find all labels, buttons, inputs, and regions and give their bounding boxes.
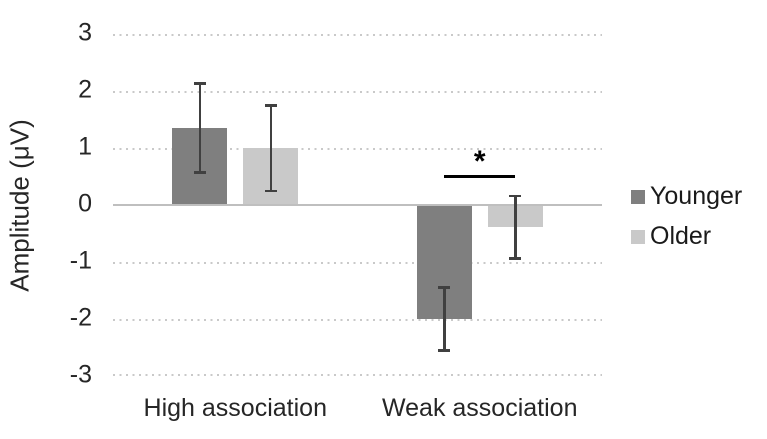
y-tick-label-0: 0	[78, 189, 92, 218]
significance-star: *	[473, 144, 486, 178]
error-bar-cap-bottom-older-weak-association	[509, 257, 522, 260]
x-category-label-high-association: High association	[143, 394, 327, 422]
error-bar-younger-weak-association	[443, 287, 446, 351]
error-bar-cap-top-older-weak-association	[509, 194, 522, 198]
plot-area: *	[113, 34, 602, 376]
x-axis-zero-line	[113, 204, 602, 206]
gridline-y1	[113, 148, 602, 150]
legend-label-older: Older	[650, 222, 712, 250]
error-bar-cap-top-older-high-association	[264, 104, 277, 107]
y-tick-label--3: -3	[69, 360, 92, 389]
y-tick-label-2: 2	[78, 75, 92, 104]
x-category-label-weak-association: Weak association	[382, 394, 578, 422]
error-bar-cap-bottom-older-high-association	[264, 189, 277, 192]
error-bar-cap-top-younger-weak-association	[438, 286, 451, 289]
y-tick-label-3: 3	[78, 18, 92, 47]
y-tick-label--1: -1	[69, 246, 92, 275]
error-bar-older-high-association	[269, 105, 272, 191]
error-bar-younger-high-association	[198, 83, 201, 173]
legend-item-older: Older	[631, 222, 711, 251]
gridline-y-2	[113, 319, 602, 321]
y-tick-label-1: 1	[78, 132, 92, 161]
significance-line	[444, 174, 516, 178]
y-tick-label--2: -2	[69, 303, 92, 332]
error-bar-cap-top-younger-high-association	[193, 82, 206, 85]
error-bar-cap-bottom-younger-weak-association	[438, 349, 451, 352]
legend-label-younger: Younger	[650, 182, 743, 210]
legend-item-younger: Younger	[631, 182, 742, 211]
gridline-y2	[113, 91, 602, 93]
legend-swatch-older	[631, 229, 645, 244]
error-bar-older-weak-association	[514, 195, 517, 259]
gridline-y-1	[113, 262, 602, 264]
gridline-y-3	[113, 374, 602, 376]
error-bar-cap-bottom-younger-high-association	[193, 171, 206, 174]
gridline-y3	[113, 34, 602, 36]
legend-swatch-younger	[631, 189, 645, 204]
